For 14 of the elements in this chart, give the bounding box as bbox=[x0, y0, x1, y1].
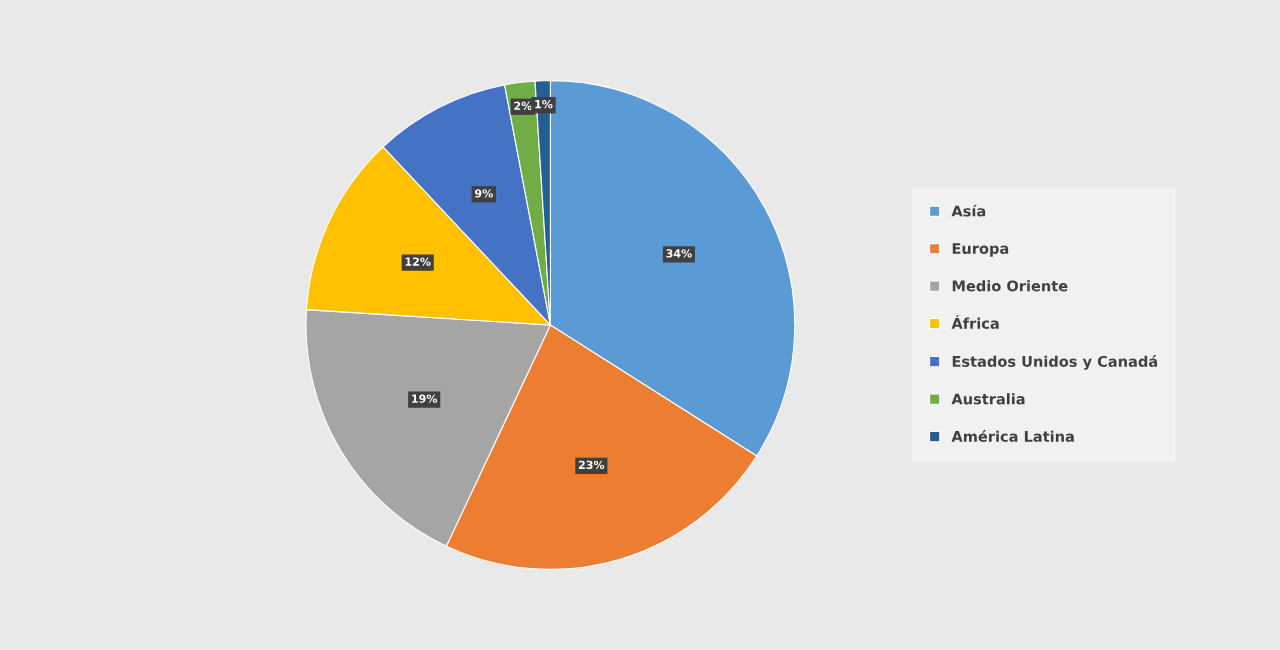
data-label: 23% bbox=[578, 460, 605, 470]
data-label: 1% bbox=[535, 99, 553, 109]
data-label: 12% bbox=[405, 257, 431, 266]
data-label: 2% bbox=[514, 101, 532, 110]
data-label: 19% bbox=[412, 394, 438, 403]
legend-label: Australia bbox=[951, 393, 1025, 405]
legend-label: África bbox=[951, 315, 999, 329]
legend-label: Asía bbox=[951, 204, 986, 217]
data-label: 9% bbox=[474, 189, 493, 198]
legend-label: Medio Oriente bbox=[952, 280, 1068, 292]
legend-label: Europa bbox=[952, 243, 1009, 257]
legend-label: Estados Unidos y Canadá bbox=[952, 355, 1158, 370]
data-label: 34% bbox=[666, 249, 692, 258]
legend-label: América Latina bbox=[951, 430, 1074, 442]
